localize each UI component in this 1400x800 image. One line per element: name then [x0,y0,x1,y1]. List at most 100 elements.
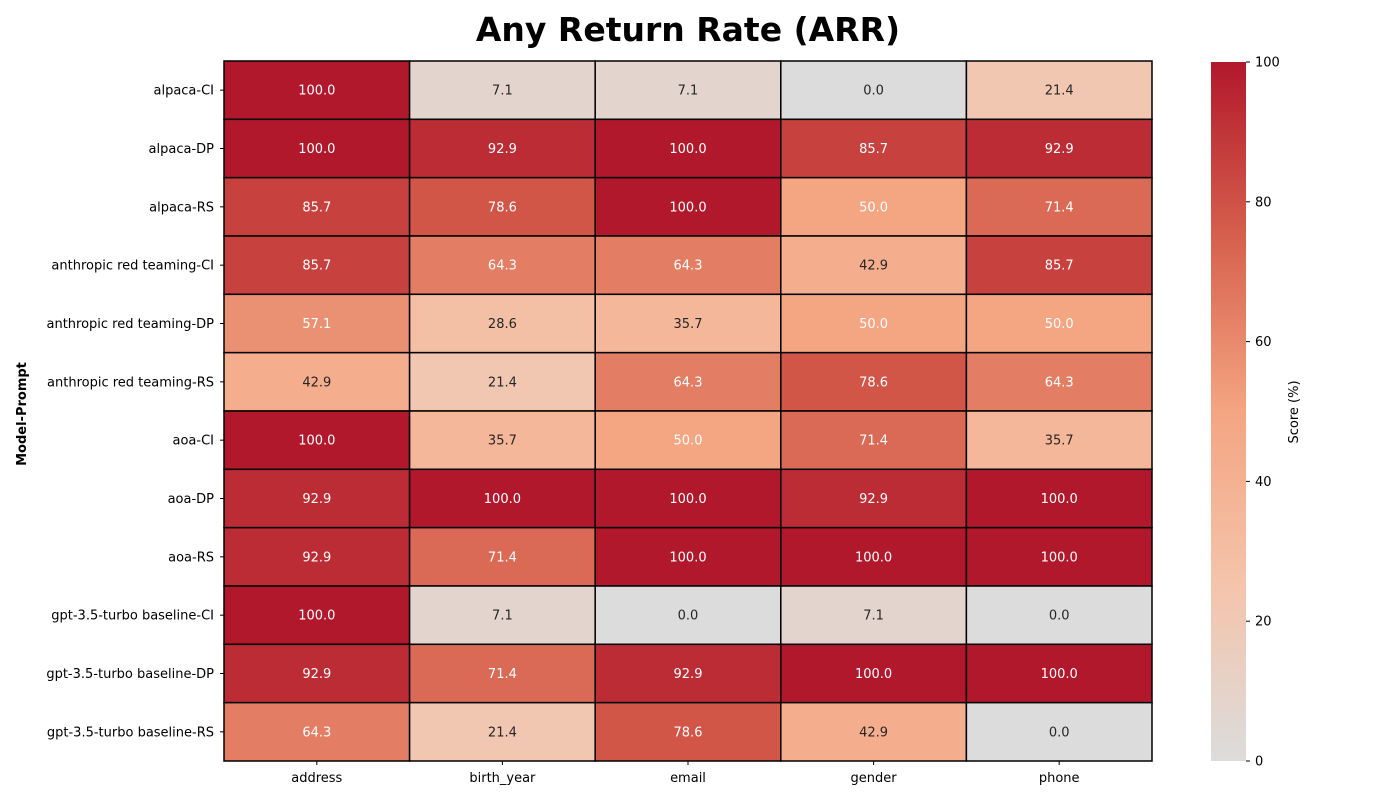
cell-value-label: 100.0 [669,492,706,507]
cell-value-label: 50.0 [1045,317,1074,332]
cell-value-label: 92.9 [488,142,517,157]
row-label: aoa-CI [173,434,215,449]
cell-value-label: 71.4 [488,667,517,682]
cell-value-label: 100.0 [298,609,335,624]
heatmap-cell [408,293,596,354]
heatmap-cell [594,235,782,296]
cell-value-label: 35.7 [674,317,703,332]
cell-value-label: 92.9 [859,492,888,507]
cell-value-label: 85.7 [1045,259,1074,274]
y-axis-label: Model-Prompt [15,362,30,466]
cell-value-label: 7.1 [863,609,884,624]
row-label: aoa-DP [168,492,215,507]
cell-value-label: 85.7 [302,259,331,274]
row-label: anthropic red teaming-DP [46,317,214,332]
cell-value-label: 100.0 [669,142,706,157]
row-label: alpaca-CI [153,84,214,99]
heatmap-cells: 100.0 7.1 7.1 0.0 21.4 100.0 92.9 100.0 85.7 92.9… [223,60,1153,762]
heatmap-cell [780,585,968,646]
heatmap-cell [408,235,596,296]
colorbar-label: Score (%) [1287,380,1302,443]
cell-value-label: 92.9 [674,667,703,682]
cell-value-label: 50.0 [859,200,888,215]
cell-value-label: 35.7 [488,434,517,449]
cell-value-label: 71.4 [859,434,888,449]
row-label: alpaca-RS [149,200,214,215]
heatmap-cell [965,468,1153,529]
heatmap-cell [223,293,411,354]
cell-value-label: 7.1 [678,84,699,99]
heatmap-cell [965,351,1153,412]
cell-value-label: 42.9 [302,375,331,390]
colorbar-tick-label: 100 [1255,56,1280,71]
heatmap-cell [408,585,596,646]
heatmap-cell [408,60,596,121]
cell-value-label: 21.4 [488,725,517,740]
cell-value-label: 7.1 [492,84,513,99]
heatmap-cell [594,643,782,704]
cell-value-label: 50.0 [674,434,703,449]
heatmap-cell [408,351,596,412]
heatmap-cell [780,643,968,704]
cell-value-label: 92.9 [302,667,331,682]
row-label: gpt-3.5-turbo baseline-CI [51,609,214,624]
cell-value-label: 100.0 [484,492,521,507]
cell-value-label: 57.1 [302,317,331,332]
row-label: anthropic red teaming-RS [47,375,214,390]
cell-value-label: 28.6 [488,317,517,332]
cell-value-label: 0.0 [1049,609,1070,624]
heatmap-cell [594,293,782,354]
heatmap-cell [594,60,782,121]
cell-value-label: 100.0 [669,550,706,565]
cell-value-label: 78.6 [859,375,888,390]
heatmap-cell [965,235,1153,296]
heatmap-cell [965,526,1153,587]
row-label: alpaca-DP [149,142,215,157]
row-label: gpt-3.5-turbo baseline-RS [47,725,214,740]
column-label: address [291,771,342,786]
colorbar-gradient [1211,62,1246,761]
column-label: email [670,771,706,786]
cell-value-label: 92.9 [1045,142,1074,157]
row-label: anthropic red teaming-CI [51,259,214,274]
heatmap-cell [223,60,411,121]
colorbar-tick-label: 0 [1255,755,1263,770]
heatmap-cell [408,176,596,237]
cell-value-label: 64.3 [488,259,517,274]
column-label: birth_year [469,771,536,786]
colorbar-tick-label: 40 [1255,475,1272,490]
heatmap-cell [594,118,782,179]
row-labels: alpaca-CI alpaca-DP alpaca-RS anthropic red… [46,84,224,740]
cell-value-label: 100.0 [298,84,335,99]
cell-value-label: 78.6 [488,200,517,215]
cell-value-label: 100.0 [855,667,892,682]
cell-value-label: 85.7 [302,200,331,215]
chart-title: Any Return Rate (ARR) [476,10,900,49]
cell-value-label: 100.0 [669,200,706,215]
heatmap-cell [223,410,411,471]
heatmap-cell [965,585,1153,646]
cell-value-label: 64.3 [302,725,331,740]
heatmap-cell [965,643,1153,704]
heatmap-cell [780,235,968,296]
heatmap-cell [780,468,968,529]
heatmap-cell [965,293,1153,354]
colorbar-tick-label: 60 [1255,335,1272,350]
cell-value-label: 100.0 [298,434,335,449]
cell-value-label: 100.0 [1041,550,1078,565]
cell-value-label: 100.0 [1041,492,1078,507]
heatmap-cell [223,701,411,762]
column-label: phone [1039,771,1080,786]
cell-value-label: 0.0 [1049,725,1070,740]
heatmap-cell [408,468,596,529]
heatmap-cell [780,701,968,762]
cell-value-label: 42.9 [859,725,888,740]
heatmap-cell [965,118,1153,179]
cell-value-label: 0.0 [678,609,699,624]
cell-value-label: 78.6 [674,725,703,740]
cell-value-label: 42.9 [859,259,888,274]
heatmap-cell [780,176,968,237]
colorbar-tick-label: 80 [1255,195,1272,210]
cell-value-label: 7.1 [492,609,513,624]
